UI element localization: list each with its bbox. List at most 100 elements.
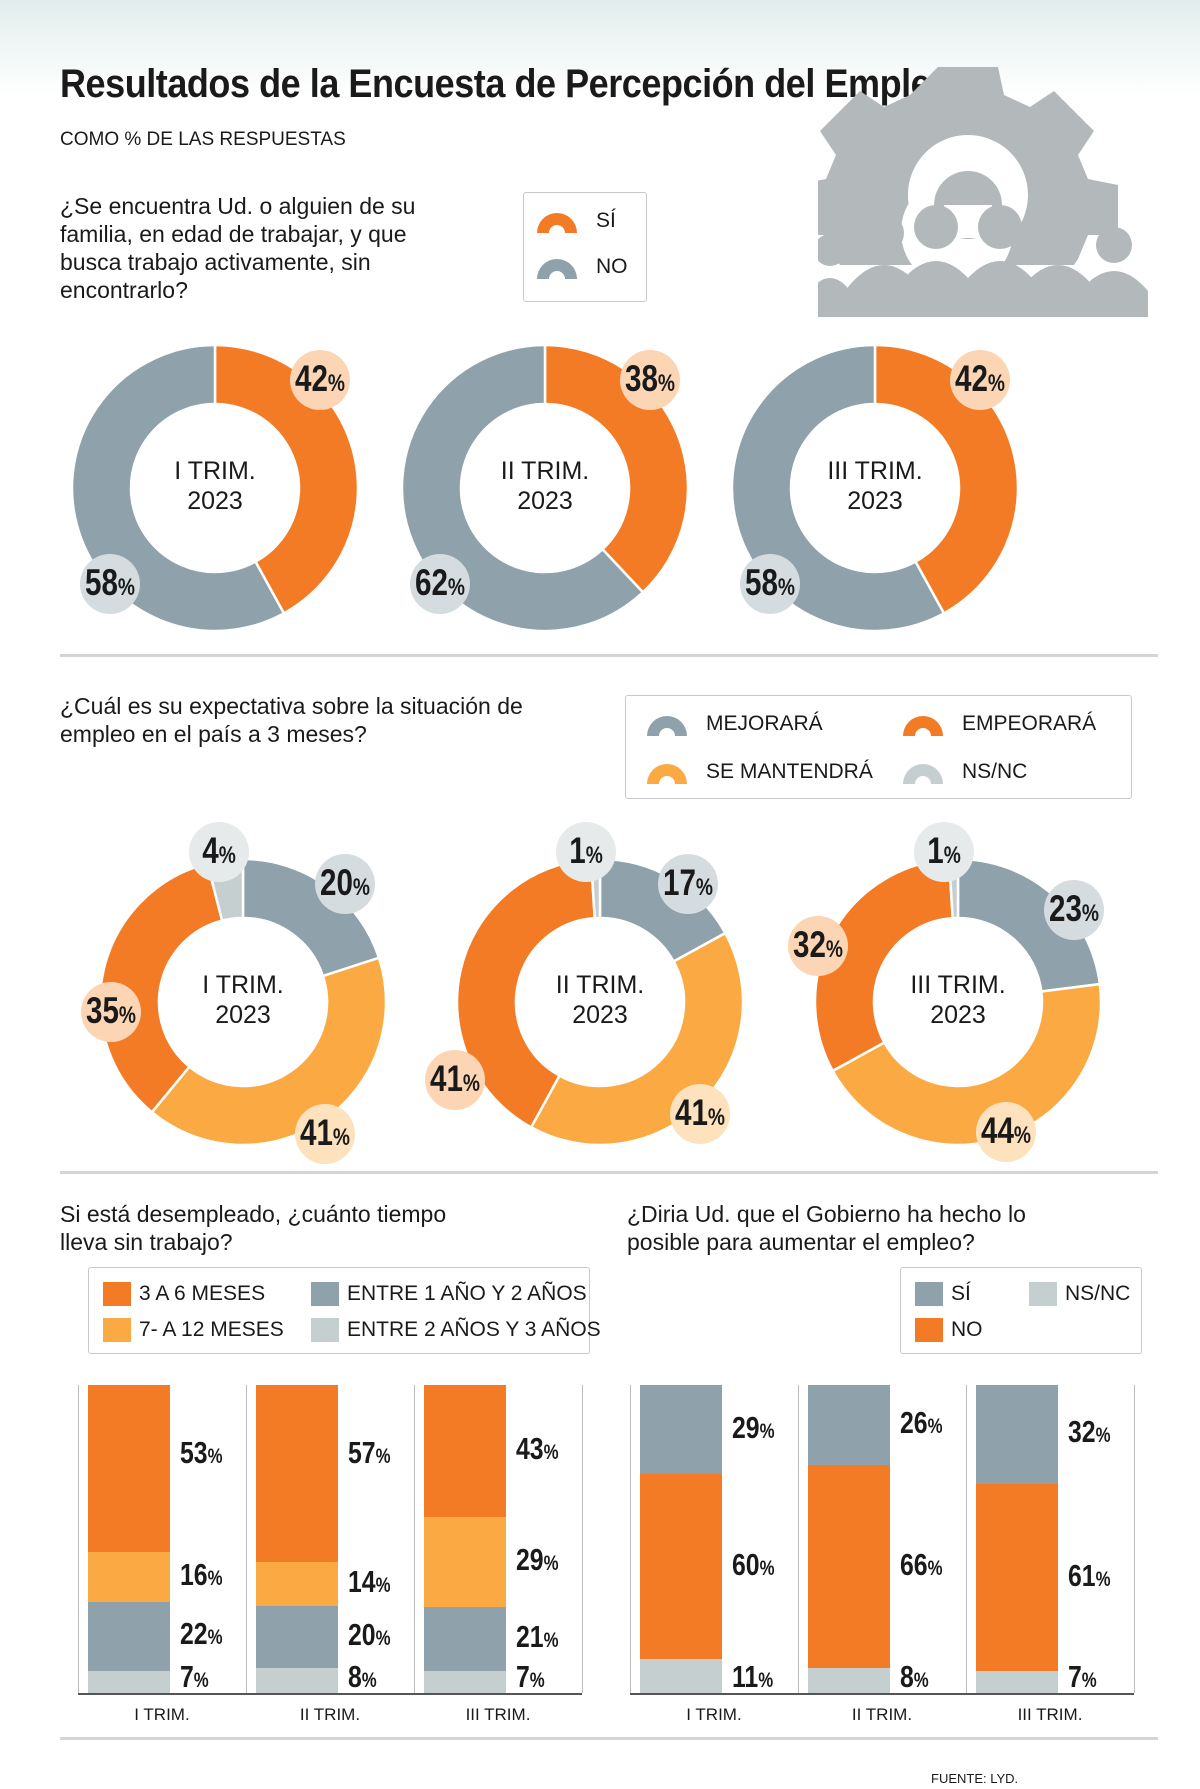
q3-bar-segment: [256, 1605, 338, 1669]
donut-year: 2023: [187, 487, 243, 515]
arc-swatch-icon: [903, 716, 943, 736]
percent-badge: [290, 350, 350, 410]
legend-item-si: SÍ: [534, 209, 616, 233]
q3-bar-segment: [88, 1551, 170, 1602]
percent-badge: [788, 916, 848, 976]
legend-label: ENTRE 2 AÑOS Y 3 AÑOS: [347, 1318, 601, 1341]
percent-label-mejorara: 20%: [320, 862, 370, 903]
legend-item-no: NO: [534, 255, 628, 279]
q3-value-label: 7%: [516, 1659, 545, 1694]
percent-label-no: 62%: [415, 562, 465, 603]
q1-legend: SÍ NO: [523, 192, 647, 302]
percent-label-mejorara: 23%: [1049, 888, 1099, 929]
legend-item-se-mantendra: SE MANTENDRÁ: [644, 760, 873, 784]
q3-bar-segment: [424, 1385, 506, 1518]
q3-value-label: 16%: [180, 1556, 223, 1592]
q3-bar-segment: [424, 1517, 506, 1607]
q4-value-label: 32%: [1068, 1414, 1111, 1450]
column-separator: [630, 1385, 631, 1693]
q4-bar-segment: [976, 1385, 1058, 1484]
legend-label: 3 A 6 MESES: [139, 1282, 266, 1305]
q4-value-label: 61%: [1068, 1557, 1111, 1593]
color-swatch: [103, 1318, 131, 1342]
percent-label-empeorara: 35%: [86, 990, 136, 1031]
color-swatch: [311, 1282, 339, 1306]
donut-year: 2023: [572, 1001, 628, 1029]
q4-bar-segment: [808, 1465, 890, 1669]
donut-slice-mejorara: [956, 857, 1102, 993]
color-swatch: [915, 1282, 943, 1306]
q4-value-label: 29%: [732, 1409, 775, 1445]
legend-label: SÍ: [951, 1282, 971, 1305]
percent-label-se-mantendra: 41%: [300, 1112, 350, 1153]
q3-value-label: 57%: [348, 1435, 391, 1470]
q4-bar-segment: [640, 1659, 722, 1693]
donut-year: 2023: [215, 1001, 271, 1029]
donut-period: II TRIM.: [500, 457, 590, 485]
legend-item-7-12-meses: 7- A 12 MESES: [103, 1318, 284, 1342]
q4-bar-segment: [976, 1671, 1058, 1693]
q2-donut-1: [98, 857, 388, 1147]
q4-value-label: 66%: [900, 1546, 943, 1582]
q3-question: Si está desempleado, ¿cuánto tiempo llev…: [60, 1201, 447, 1255]
q3-bar-segment: [88, 1671, 170, 1693]
percent-badge: [410, 554, 470, 614]
baseline: [78, 1693, 582, 1695]
legend-item-si: SÍ: [915, 1282, 971, 1306]
q3-bar-segment: [424, 1606, 506, 1672]
percent-badge: [189, 822, 249, 882]
percent-badge: [620, 350, 680, 410]
q4-category-label: II TRIM.: [851, 1705, 913, 1724]
donut-center-label: I TRIM. 2023: [135, 456, 295, 516]
donut-slice-no: [400, 343, 645, 633]
q3-category-label: II TRIM.: [299, 1705, 361, 1724]
q3-bar-segment: [256, 1562, 338, 1606]
column-separator: [966, 1385, 967, 1693]
q4-bar-segment: [976, 1483, 1058, 1672]
q3-bar-segment: [88, 1385, 170, 1552]
color-swatch: [915, 1318, 943, 1342]
percent-badge: [556, 822, 616, 882]
legend-label: SÍ: [596, 209, 616, 232]
percent-badge: [295, 1104, 355, 1164]
q3-value-label: 53%: [180, 1435, 223, 1470]
percent-label-nsnc: 4%: [202, 830, 236, 871]
q4-value-label: 7%: [1068, 1659, 1097, 1694]
legend-item-mejorara: MEJORARÁ: [644, 712, 823, 736]
percent-label-se-mantendra: 44%: [981, 1110, 1031, 1151]
arc-swatch-icon: [537, 259, 577, 279]
q3-value-label: 29%: [516, 1542, 559, 1578]
legend-label: 7- A 12 MESES: [139, 1318, 284, 1341]
divider: [60, 1737, 1158, 1740]
legend-item-nsnc: NS/NC: [1029, 1282, 1130, 1306]
donut-period: III TRIM.: [910, 971, 1006, 999]
q3-category-label: III TRIM.: [465, 1705, 531, 1724]
percent-label-mejorara: 17%: [663, 862, 713, 903]
q3-bar-segment: [256, 1668, 338, 1693]
legend-label: EMPEORARÁ: [962, 712, 1097, 735]
q2-donut-3: [813, 857, 1103, 1147]
color-swatch: [103, 1282, 131, 1306]
percent-badge: [80, 554, 140, 614]
q4-question: ¿Diria Ud. que el Gobierno ha hecho lo p…: [627, 1201, 1026, 1255]
legend-item-3-6-meses: 3 A 6 MESES: [103, 1282, 265, 1306]
color-swatch: [1029, 1282, 1057, 1306]
donut-center-label: I TRIM. 2023: [163, 970, 323, 1030]
q4-category-label: I TRIM.: [686, 1705, 742, 1724]
q3-value-label: 43%: [516, 1431, 559, 1467]
percent-label-nsnc: 1%: [569, 830, 603, 871]
baseline: [630, 1693, 1134, 1695]
color-swatch: [311, 1318, 339, 1342]
q3-value-label: 21%: [516, 1619, 559, 1655]
q4-bar-segment: [808, 1668, 890, 1693]
q3-value-label: 20%: [348, 1617, 391, 1652]
percent-label-nsnc: 1%: [927, 830, 961, 871]
legend-label: MEJORARÁ: [706, 712, 823, 735]
q4-value-label: 8%: [900, 1659, 929, 1694]
divider: [60, 1171, 1158, 1174]
q2-question: ¿Cuál es su expectativa sobre la situaci…: [60, 693, 523, 747]
donut-center-label: III TRIM. 2023: [795, 456, 955, 516]
source-note: FUENTE: LYD.: [931, 1771, 1019, 1786]
donut-period: III TRIM.: [827, 457, 923, 485]
column-separator: [1134, 1385, 1135, 1693]
